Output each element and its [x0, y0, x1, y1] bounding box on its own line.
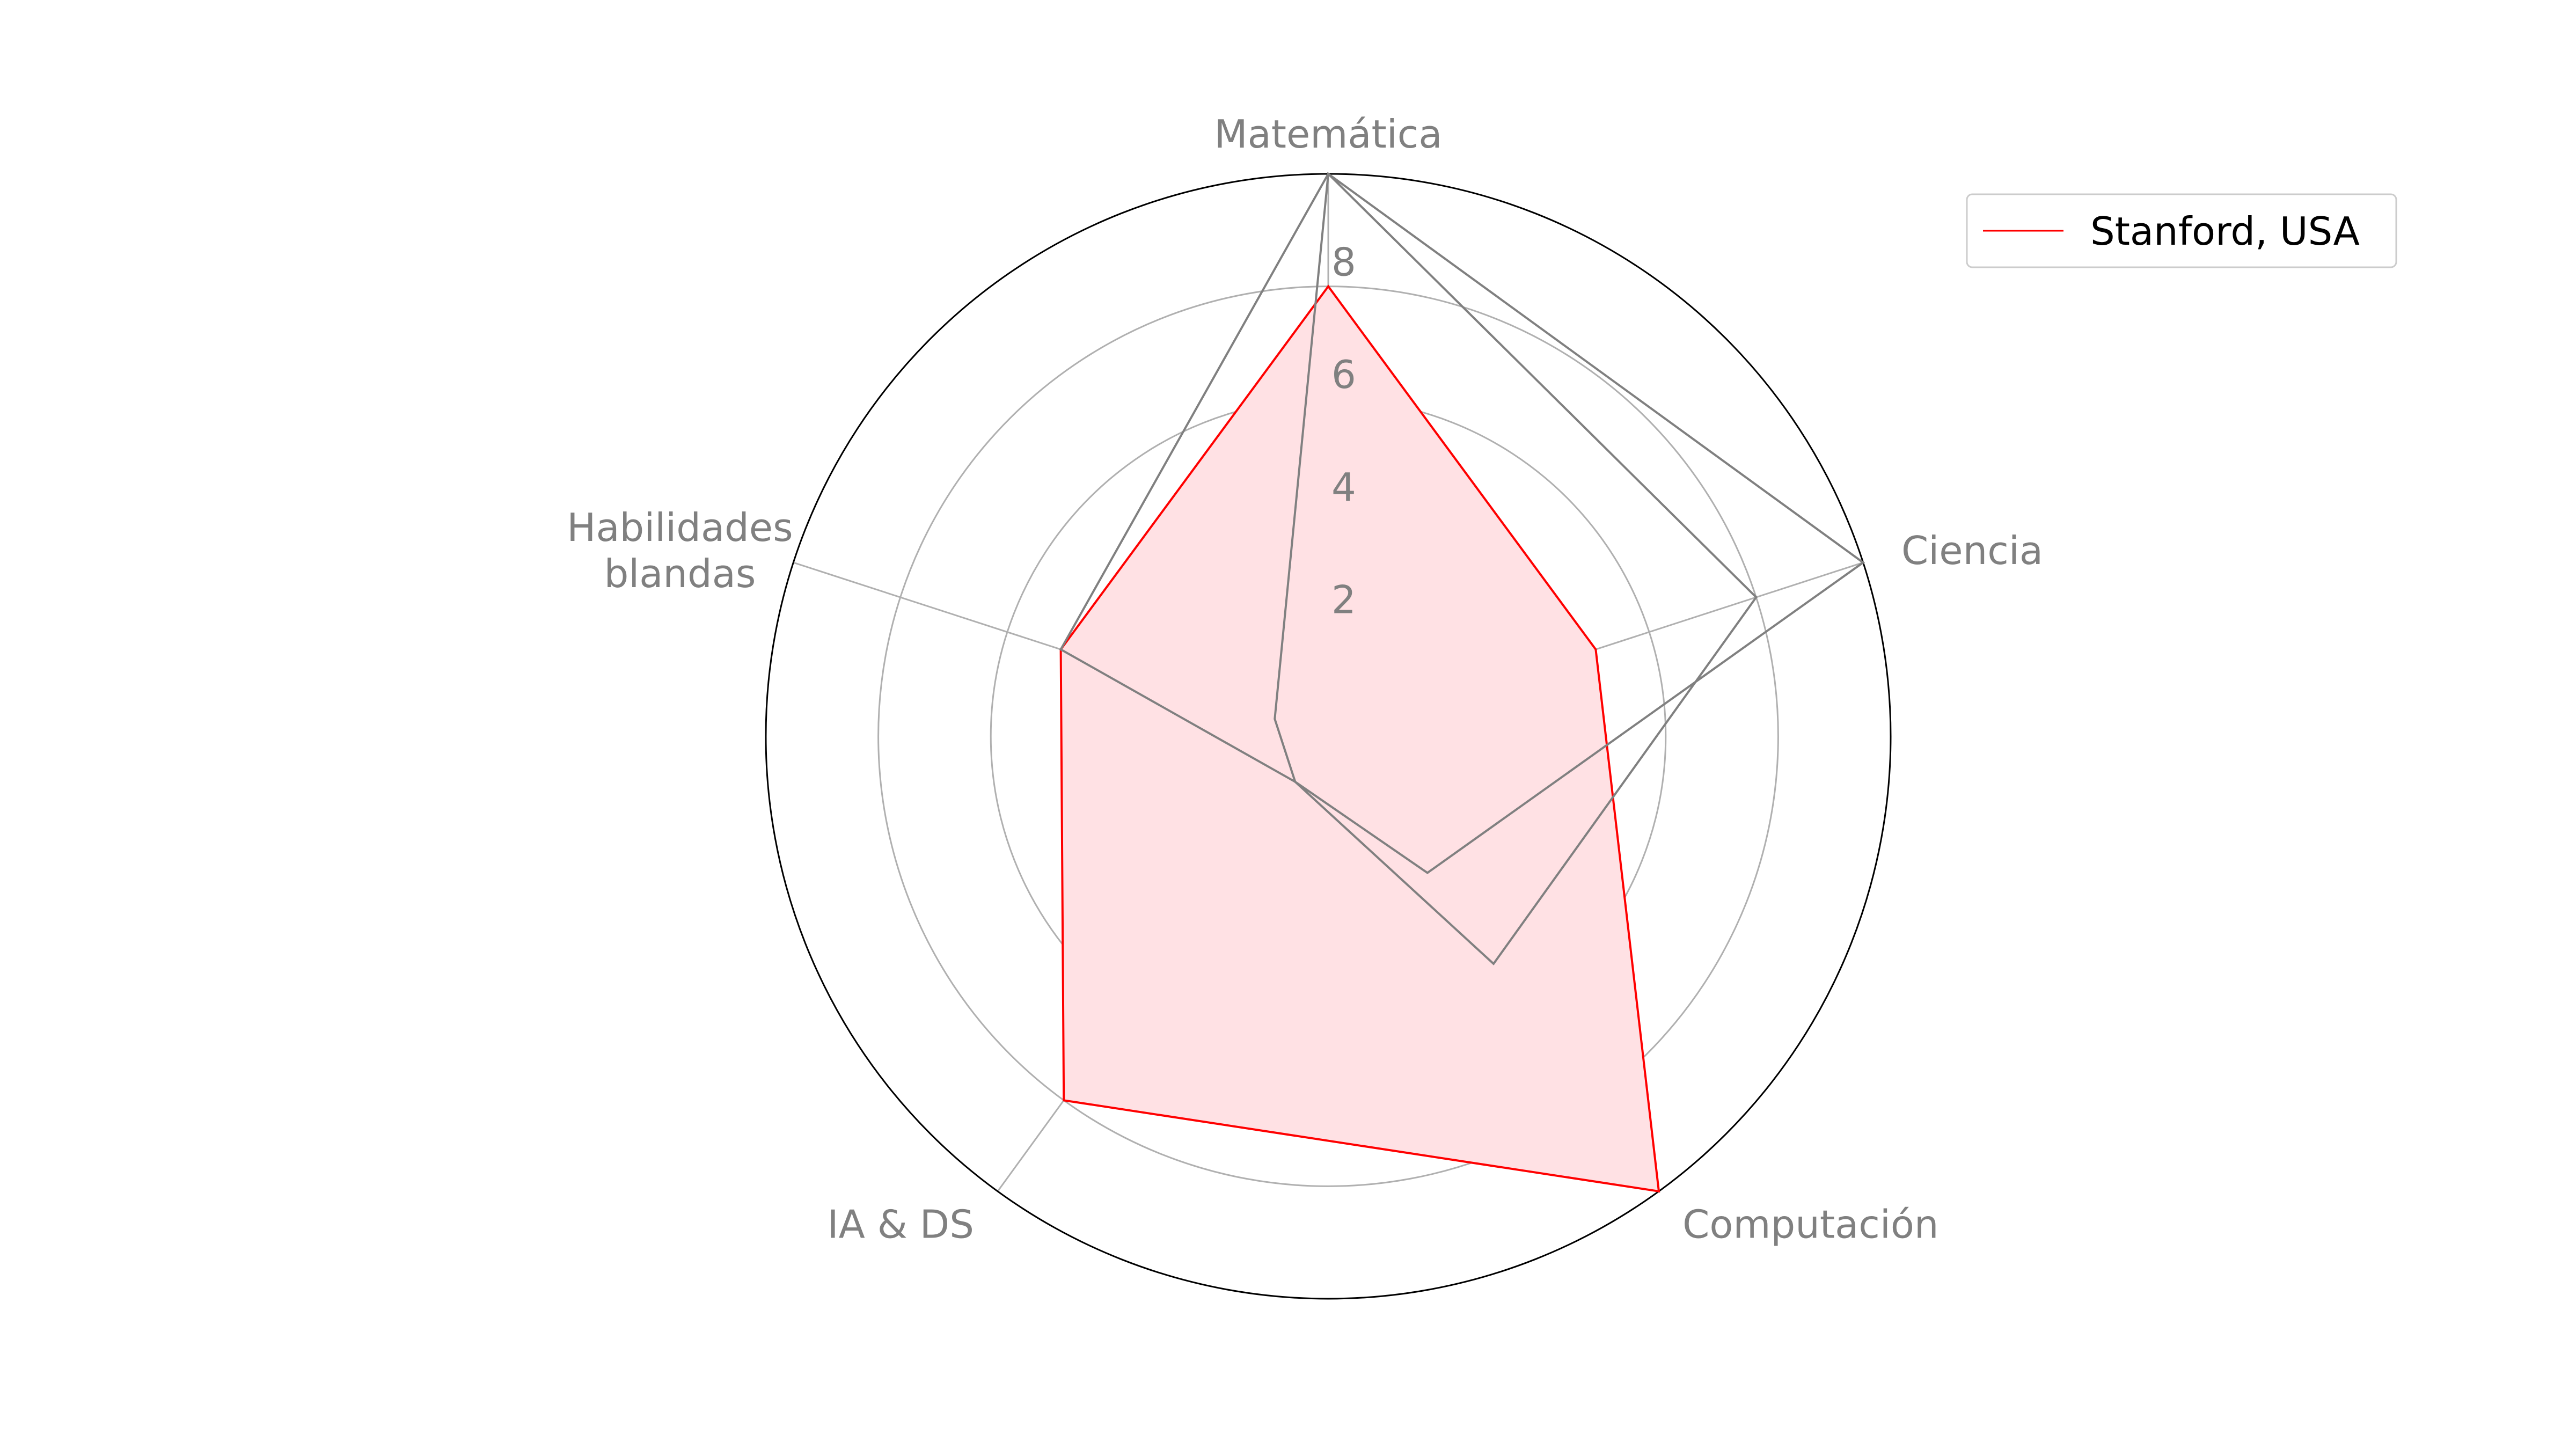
- axis-label-2: Computación: [1682, 1202, 1938, 1247]
- axis-label-3: IA & DS: [827, 1202, 974, 1247]
- axis-label-4: Habilidades blandas: [567, 505, 793, 596]
- legend-frame: [1966, 193, 2397, 268]
- r-tick-label-6: 6: [1331, 352, 1356, 397]
- series-0-polygon: [1059, 284, 1660, 1193]
- axis-label-1: Ciencia: [1901, 528, 2043, 573]
- legend-label-stanford: Stanford, USA: [2090, 209, 2360, 254]
- labels: 2 4 6 8 Matemática Ciencia Computación IA & DS H…: [567, 112, 2043, 1247]
- r-tick-label-8: 8: [1331, 240, 1356, 285]
- axis-label-0: Matemática: [1214, 112, 1443, 157]
- series-2-polygon: [1274, 172, 1865, 874]
- series: [1059, 172, 1865, 1193]
- series-1-polygon: [1059, 172, 1758, 965]
- r-tick-label-4: 4: [1331, 465, 1356, 510]
- legend: Stanford, USA: [1966, 193, 2397, 268]
- r-tick-label-2: 2: [1331, 577, 1356, 622]
